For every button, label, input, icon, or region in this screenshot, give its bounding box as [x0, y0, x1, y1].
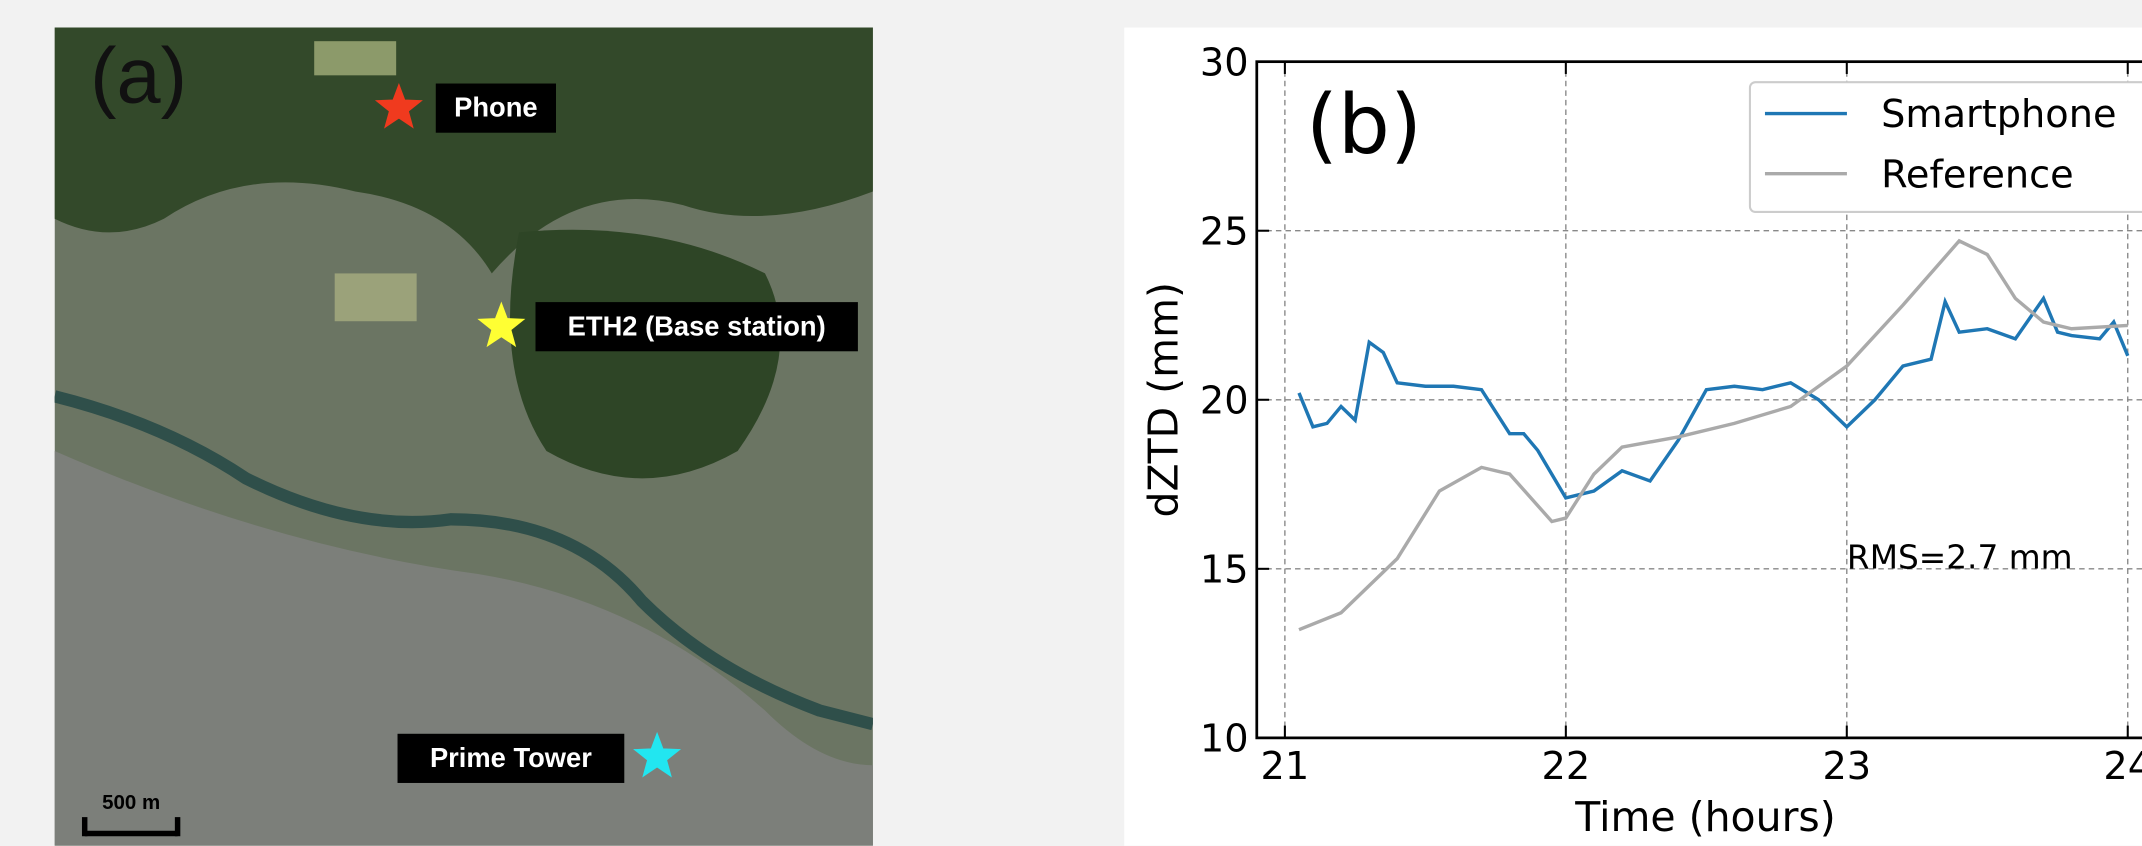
forest	[510, 230, 780, 479]
x-axis-label: Time (hours)	[1574, 793, 1835, 841]
legend-label: Smartphone	[1881, 92, 2116, 137]
marker-label: ETH2 (Base station)	[568, 310, 826, 341]
y-tick-label: 20	[1200, 378, 1249, 423]
panel-label: (a)	[90, 31, 187, 120]
marker-label: Prime Tower	[430, 742, 592, 773]
y-tick-label: 15	[1200, 547, 1249, 592]
x-tick-label: 23	[1822, 744, 1871, 789]
scale-bar-label: 500 m	[102, 791, 160, 814]
y-axis-label: dZTD (mm)	[1140, 282, 1188, 517]
legend-label: Reference	[1881, 152, 2074, 197]
y-tick-label: 25	[1200, 209, 1249, 254]
field	[335, 273, 417, 321]
panel-label: (b)	[1306, 78, 1422, 173]
marker-label: Phone	[454, 92, 537, 123]
x-tick-label: 21	[1261, 744, 1310, 789]
x-tick-label: 24	[2103, 744, 2142, 789]
page: { "map_panel": { "panel_label": "(a)", "…	[0, 0, 2142, 846]
figure: (a) PhoneETH2 (Base station)Prime Tower …	[0, 0, 2142, 846]
annotation: RMS=2.7 mm	[1847, 538, 2073, 576]
map	[55, 28, 873, 846]
field	[314, 41, 396, 75]
x-tick-label: 22	[1542, 744, 1591, 789]
y-tick-label: 30	[1200, 40, 1249, 85]
y-tick-label: 10	[1200, 717, 1249, 762]
